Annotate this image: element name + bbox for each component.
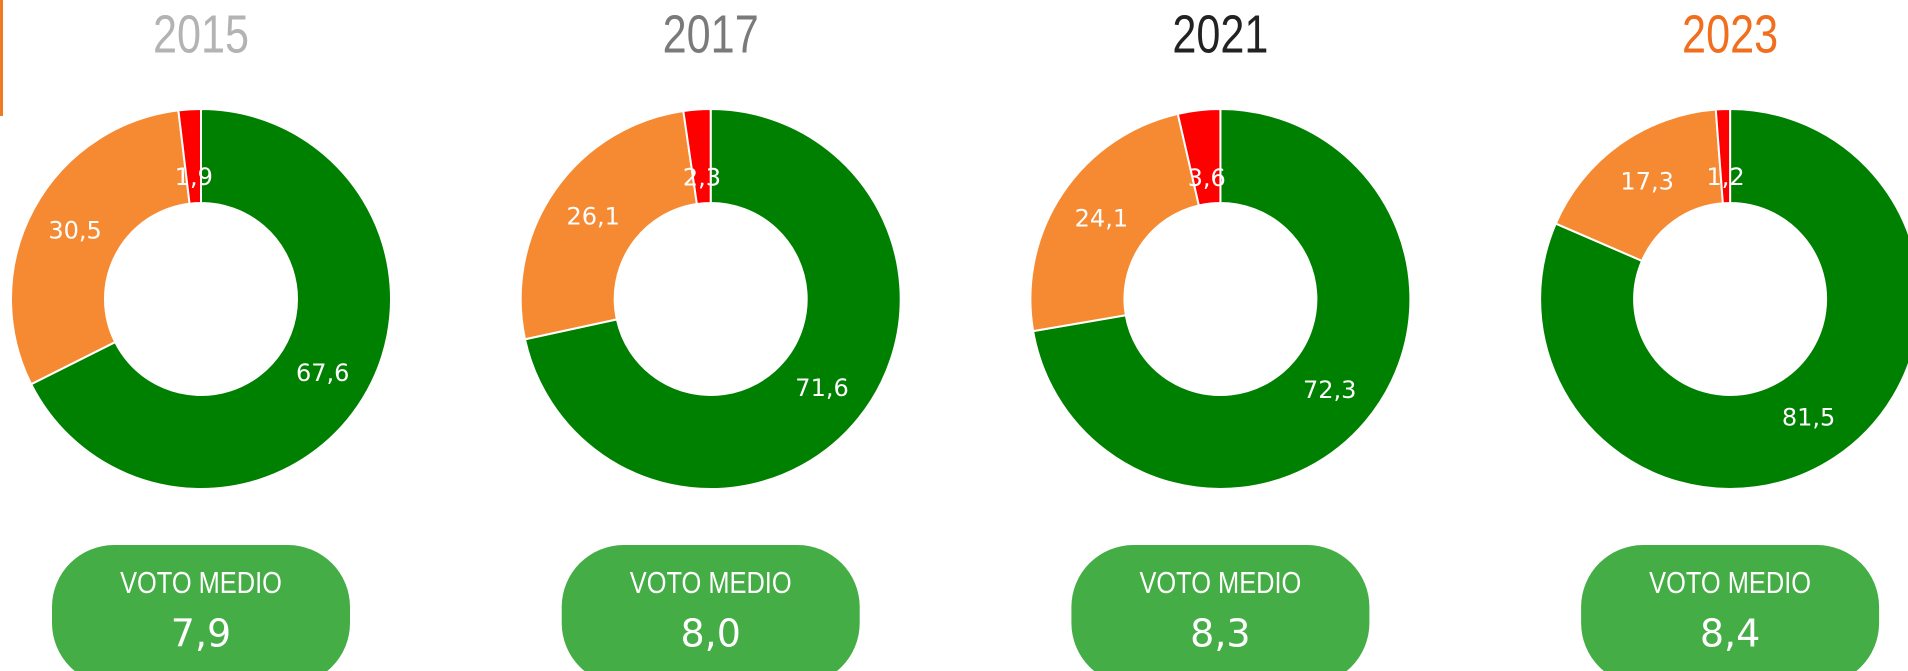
donut-slice: [1714, 107, 1732, 205]
badge-value: 8,0: [680, 612, 740, 656]
donut-slice: [1176, 107, 1222, 207]
badge-value: 8,3: [1190, 612, 1250, 656]
donut-slice: [523, 107, 902, 490]
donut-slice: [177, 107, 202, 205]
badge: [1071, 545, 1370, 671]
donut-slice: [10, 109, 191, 386]
badge-title: VOTO MEDIO: [1649, 566, 1811, 601]
data-label: 17,3: [1620, 168, 1673, 196]
donut-slice: [29, 107, 392, 490]
data-label: 72,3: [1303, 376, 1356, 404]
badge: [561, 545, 860, 671]
badge-value: 8,4: [1700, 612, 1760, 656]
data-label: 71,6: [795, 374, 848, 402]
badge-title: VOTO MEDIO: [1139, 566, 1301, 601]
chart-title: 2023: [1682, 5, 1778, 65]
badge-value: 7,9: [171, 612, 231, 656]
badge-title: VOTO MEDIO: [120, 566, 282, 601]
donut-slice: [1554, 108, 1724, 263]
chart-title: 2017: [663, 5, 759, 65]
accent-bar: [0, 0, 3, 116]
donut-slice: [682, 107, 712, 206]
chart-title: 2021: [1172, 5, 1268, 65]
badge-title: VOTO MEDIO: [630, 566, 792, 601]
donut-slice: [1029, 112, 1201, 333]
data-label: 1,9: [175, 163, 213, 191]
donut-slice: [1031, 107, 1412, 490]
data-label: 24,1: [1075, 205, 1128, 233]
data-label: 3,6: [1188, 164, 1226, 192]
badge: [1581, 545, 1880, 671]
badge: [52, 545, 350, 671]
data-label: 67,6: [296, 359, 349, 387]
data-label: 30,5: [48, 216, 101, 244]
donut-slice: [1539, 107, 1908, 490]
data-label: 81,5: [1782, 404, 1835, 432]
data-label: 1,2: [1706, 163, 1744, 191]
data-label: 2,3: [683, 163, 721, 191]
chart-title: 2015: [153, 5, 249, 65]
donut-slice: [519, 109, 699, 341]
data-label: 26,1: [566, 203, 619, 231]
